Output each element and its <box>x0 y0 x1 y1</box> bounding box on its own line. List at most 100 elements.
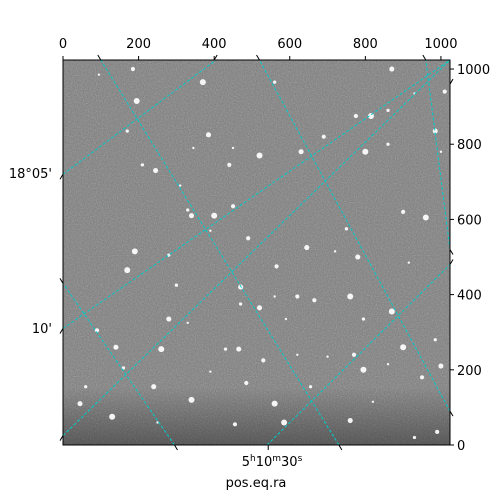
star-16 <box>321 134 326 139</box>
star-69 <box>151 384 157 390</box>
star-68 <box>121 366 126 370</box>
star-80 <box>156 421 159 424</box>
dec-grid-line-2 <box>63 60 217 175</box>
star-6 <box>442 89 447 94</box>
star-57 <box>158 346 165 353</box>
star-21 <box>227 162 232 167</box>
star-25 <box>178 184 182 187</box>
star-22 <box>256 152 263 159</box>
star-36 <box>401 209 406 214</box>
top-tick-label-1: 200 <box>126 37 151 52</box>
star-62 <box>400 344 407 351</box>
star-61 <box>351 352 357 357</box>
right-pixel-axis: 0 200 400 600 800 1000 <box>450 63 490 454</box>
grid-edge-tick-10 <box>449 259 454 265</box>
star-76 <box>435 429 440 434</box>
top-tick-label-4: 800 <box>353 37 378 52</box>
star-79 <box>77 401 83 407</box>
x-axis-title: pos.eq.ra <box>226 476 287 491</box>
right-tick-label-0: 0 <box>457 439 465 454</box>
ra-grid-line-2 <box>259 60 450 412</box>
star-0 <box>97 73 101 76</box>
top-tick-label-5: 1000 <box>424 37 457 52</box>
star-2 <box>199 79 206 86</box>
star-19 <box>298 149 304 155</box>
star-30 <box>209 229 212 232</box>
star-45 <box>273 295 276 298</box>
star-55 <box>186 321 189 325</box>
star-84 <box>113 344 119 350</box>
star-20 <box>192 146 195 150</box>
star-83 <box>412 435 417 440</box>
star-49 <box>256 305 263 311</box>
star-59 <box>236 346 242 352</box>
grid-edge-tick-11 <box>449 78 454 85</box>
ra-grid-line-0 <box>63 283 175 445</box>
coordinate-grid <box>63 60 450 445</box>
star-26 <box>230 204 236 209</box>
star-34 <box>304 245 310 251</box>
star-74 <box>347 418 353 424</box>
grid-edge-tick-4 <box>174 444 178 451</box>
star-39 <box>355 254 361 260</box>
star-77 <box>109 413 116 420</box>
grid-edge-tick-1 <box>213 54 218 61</box>
star-43 <box>174 283 179 287</box>
star-50 <box>284 317 288 321</box>
dec-tick-mark-2 <box>59 328 64 334</box>
right-tick-label-4: 800 <box>457 138 482 153</box>
grid-edge-tick-0 <box>97 54 102 61</box>
star-15 <box>439 150 443 153</box>
star-12 <box>368 113 375 120</box>
star-1 <box>130 66 136 72</box>
star-7 <box>133 97 140 104</box>
grid-edge-tick-2 <box>256 54 260 61</box>
right-tick-label-2: 400 <box>457 289 482 304</box>
top-tick-label-0: 0 <box>59 37 67 52</box>
top-tick-label-2: 400 <box>202 37 227 52</box>
wcs-tick-marks <box>59 54 454 451</box>
dec-grid-line-1 <box>63 60 450 329</box>
star-37 <box>422 214 429 221</box>
star-40 <box>407 261 411 264</box>
star-48 <box>238 302 243 306</box>
star-85 <box>326 355 329 358</box>
plot-frame <box>62 59 451 446</box>
star-75 <box>371 400 375 403</box>
star-87 <box>188 396 195 403</box>
star-31 <box>246 236 251 241</box>
star-3 <box>272 80 277 84</box>
top-tick-label-3: 600 <box>277 37 302 52</box>
plot-area <box>62 59 451 446</box>
grid-edge-tick-5 <box>338 444 343 451</box>
star-13 <box>386 108 390 113</box>
star-53 <box>361 317 366 321</box>
star-35 <box>333 250 337 253</box>
dec-grid-line-3 <box>266 264 450 445</box>
star-9 <box>205 132 212 138</box>
star-65 <box>386 362 390 366</box>
star-66 <box>419 375 425 380</box>
star-64 <box>438 363 444 369</box>
star-38 <box>344 227 349 231</box>
ra-grid-line-1 <box>100 60 340 445</box>
star-54 <box>166 316 172 322</box>
star-8 <box>125 129 129 133</box>
grid-edge-tick-3 <box>422 54 427 61</box>
top-pixel-axis: 0 200 400 600 800 1000 <box>59 37 457 60</box>
star-44 <box>238 284 244 290</box>
star-10 <box>231 146 235 150</box>
star-72 <box>271 400 278 407</box>
star-70 <box>209 370 212 373</box>
star-32 <box>131 248 138 255</box>
star-73 <box>308 385 313 389</box>
star-81 <box>232 422 238 427</box>
star-63 <box>433 338 437 342</box>
dec-tick-mark-1 <box>59 174 64 180</box>
star-14 <box>432 128 438 134</box>
star-56 <box>94 328 100 333</box>
right-tick-label-1: 200 <box>457 364 482 379</box>
star-51 <box>312 298 317 303</box>
star-46 <box>295 294 300 299</box>
